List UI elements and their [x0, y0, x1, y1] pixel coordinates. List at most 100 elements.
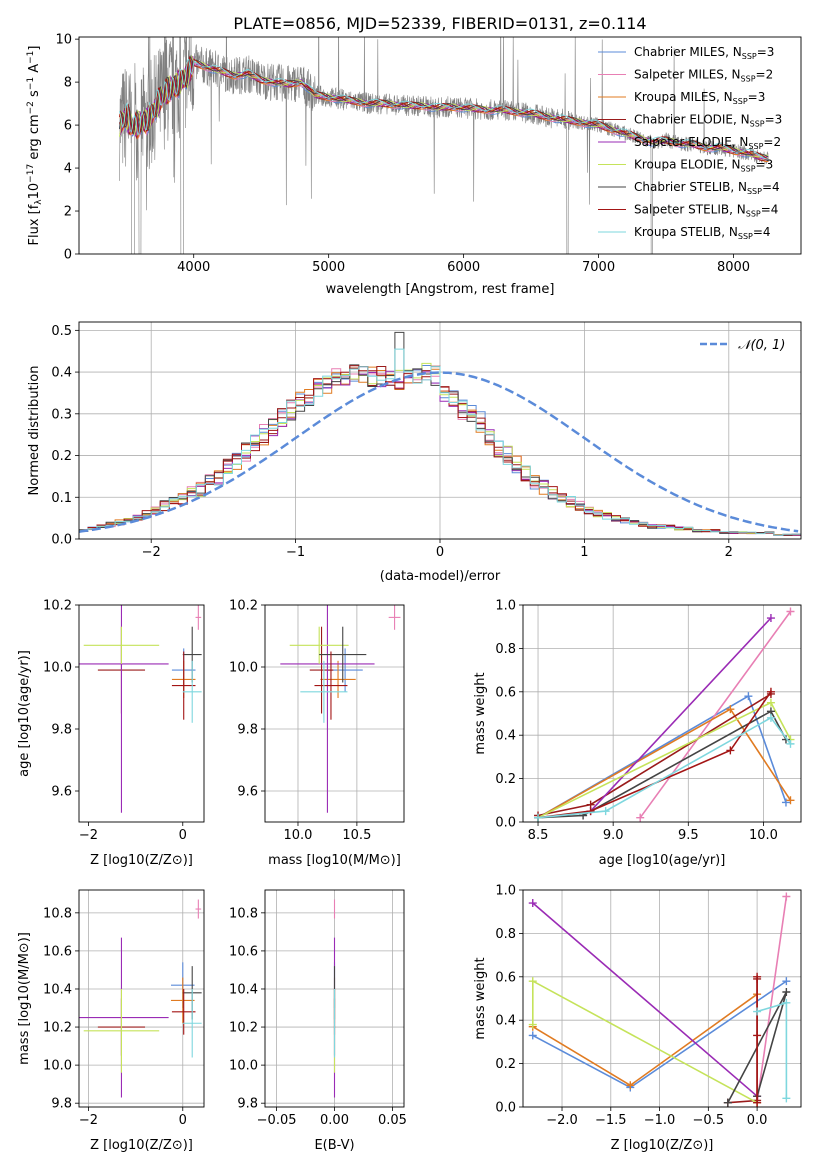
y-tick-label: 0.5	[51, 324, 72, 339]
weight-marker	[766, 713, 775, 722]
weight-marker	[586, 807, 595, 816]
y-tick-label: 0.2	[495, 772, 516, 787]
x-tick-label: 0	[179, 1113, 187, 1128]
y-tick-label: 10.2	[43, 1021, 72, 1036]
weight-line-kroupa-miles	[537, 708, 792, 819]
x-axis-label: E(B-V)	[314, 1138, 354, 1153]
x-tick-label: 5000	[312, 260, 345, 275]
weight-marker	[726, 746, 735, 755]
plot-area	[79, 331, 801, 536]
legend-entry: 𝒩(0, 1)	[738, 338, 785, 353]
y-tick-label: 4	[64, 162, 72, 177]
y-tick-label: 0.6	[495, 685, 516, 700]
x-axis-label: (data-model)/error	[380, 569, 501, 584]
weight-marker	[786, 607, 795, 616]
weight-marker	[528, 1031, 537, 1040]
weight-marker	[782, 892, 791, 901]
weight-marker	[626, 1081, 635, 1090]
y-tick-label: 1.0	[495, 599, 516, 614]
axes-frame	[78, 321, 802, 540]
spectrum-panel: 4000 5000 6000 7000 8000 0 2 4 6 8 10 wavelength [A…	[26, 33, 802, 297]
weight-vs-metallicity-panel: −2.0 −1.5 −1.0 −0.5 0.0 0.0 0.2 0.4 0.6 0.8 1.0 Z […	[473, 884, 802, 1153]
x-tick-label: 0.0	[747, 1113, 768, 1128]
y-axis-label: mass weight	[473, 957, 488, 1039]
weight-marker	[782, 1094, 791, 1103]
x-tick-label: −1	[286, 545, 305, 560]
weight-marker	[766, 698, 775, 707]
weight-marker	[782, 987, 791, 996]
weight-line-salpeter-elodie	[590, 617, 772, 812]
plot-area	[280, 605, 401, 813]
y-tick-label: 6	[64, 119, 72, 134]
y-tick-label: 0.4	[495, 1014, 516, 1029]
weight-marker	[744, 692, 753, 701]
figure-title: PLATE=0856, MJD=52339, FIBERID=0131, z=0…	[233, 14, 646, 33]
weight-line-kroupa-stelib	[756, 1001, 788, 1099]
y-tick-label: 0.8	[495, 927, 516, 942]
x-tick-label: −1.0	[644, 1113, 676, 1128]
weight-marker	[753, 1007, 762, 1016]
y-tick-label: 10.6	[43, 944, 72, 959]
y-tick-label: 10.8	[229, 906, 258, 921]
y-tick-label: 0.0	[495, 1101, 516, 1116]
axes-frame	[264, 889, 405, 1108]
y-tick-label: 0.2	[495, 1057, 516, 1072]
weight-marker	[782, 977, 791, 986]
legend-entry: Chabrier STELIB, NSSP=4	[634, 180, 780, 196]
y-tick-label: 9.6	[51, 785, 72, 800]
weight-marker	[786, 796, 795, 805]
x-tick-label: −1.5	[595, 1113, 627, 1128]
model-spectrum-salpeter-elodie	[119, 55, 769, 160]
weight-vs-age-panel: 8.5 9.0 9.5 10.0 0.0 0.2 0.4 0.6 0.8 1.0 age [log1…	[473, 599, 802, 868]
weight-marker	[781, 798, 790, 807]
y-tick-label: 0.4	[495, 729, 516, 744]
axes-frame	[78, 889, 205, 1108]
x-tick-label: 10.0	[749, 828, 778, 843]
weight-marker	[766, 687, 775, 696]
x-axis-label: Z [log10(Z/Z⊙)]	[90, 853, 193, 868]
y-axis-label: mass weight	[473, 672, 488, 754]
x-axis-label: Z [log10(Z/Z⊙)]	[90, 1138, 193, 1153]
weight-marker	[753, 1098, 762, 1107]
weight-marker	[601, 807, 610, 816]
y-tick-label: 9.6	[237, 785, 258, 800]
y-tick-label: 0.0	[495, 816, 516, 831]
age-vs-metallicity-panel: −2 0 9.6 9.8 10.0 10.2 Z [log10(Z/Z⊙)] age [log…	[17, 599, 205, 868]
axes-frame	[522, 604, 802, 823]
weight-line-kroupa-miles	[532, 993, 758, 1087]
x-tick-label: −2	[79, 1113, 98, 1128]
y-tick-label: 0.2	[51, 449, 72, 464]
weight-marker	[723, 1098, 732, 1107]
y-tick-label: 10.4	[43, 982, 72, 997]
weight-marker	[766, 614, 775, 623]
plot-area	[528, 892, 791, 1107]
x-tick-label: 4000	[177, 260, 210, 275]
weight-marker	[753, 972, 762, 981]
y-tick-label: 10.0	[43, 661, 72, 676]
legend-entry: Chabrier ELODIE, NSSP=3	[634, 113, 782, 129]
x-tick-label: 10.0	[284, 828, 313, 843]
y-tick-label: 9.8	[51, 1097, 72, 1112]
x-tick-label: 1	[580, 545, 588, 560]
y-tick-label: 8	[64, 76, 72, 91]
y-axis-label: Flux [fλ10−17 erg cm−2 s−1 A−1]	[26, 46, 44, 246]
x-tick-label: −0.05	[257, 1113, 297, 1128]
x-tick-label: 0	[179, 828, 187, 843]
x-axis-label: wavelength [Angstrom, rest frame]	[326, 282, 555, 297]
plot-area	[119, 37, 769, 254]
y-tick-label: 10.2	[229, 1021, 258, 1036]
x-tick-label: −2	[142, 545, 161, 560]
x-tick-label: 8.5	[528, 828, 549, 843]
y-tick-label: 0.8	[495, 642, 516, 657]
weight-line-chabrier-stelib	[537, 710, 787, 819]
weight-marker	[753, 1031, 762, 1040]
axes-frame	[522, 889, 802, 1108]
y-axis-label: Normed distribution	[27, 366, 42, 496]
weight-line-salpeter-miles	[639, 611, 792, 819]
axes-frame	[78, 36, 802, 255]
weight-marker	[528, 1020, 537, 1029]
model-spectrum-kroupa-stelib	[119, 58, 769, 160]
legend-entry: Salpeter STELIB, NSSP=4	[634, 203, 778, 219]
y-tick-label: 10.8	[43, 906, 72, 921]
